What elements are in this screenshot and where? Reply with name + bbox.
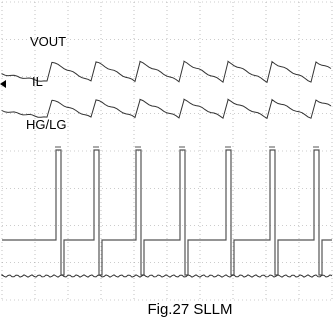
figure-caption: Fig.27 SLLM — [147, 301, 232, 318]
scope-screenshot: VOUT IL HG/LG Fig.27 SLLM — [0, 0, 336, 319]
hg-lg-label: HG/LG — [26, 117, 66, 132]
il-label: IL — [32, 74, 43, 89]
vout-label: VOUT — [30, 34, 66, 49]
page: VOUT IL HG/LG Fig.27 SLLM (() => { const… — [0, 0, 336, 319]
